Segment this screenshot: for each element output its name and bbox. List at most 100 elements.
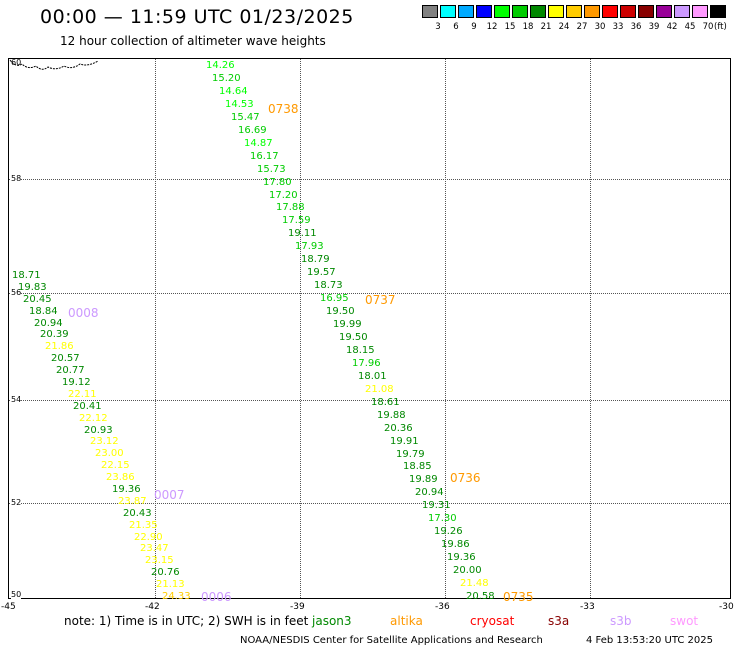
wave-height-value: 16.69 bbox=[238, 125, 267, 136]
wave-height-value: 19.12 bbox=[62, 377, 91, 388]
wave-height-value: 20.77 bbox=[56, 365, 85, 376]
colorbar-swatch bbox=[620, 5, 636, 18]
wave-height-value: 23.15 bbox=[145, 555, 174, 566]
colorbar-label: 45 bbox=[684, 22, 696, 32]
colorbar-swatch bbox=[458, 5, 474, 18]
wave-height-value: 16.17 bbox=[250, 151, 279, 162]
wave-height-value: 18.73 bbox=[314, 280, 343, 291]
wave-height-value: 19.79 bbox=[396, 449, 425, 460]
colorbar-swatch bbox=[422, 5, 438, 18]
wave-height-value: 20.57 bbox=[51, 353, 80, 364]
latitude-label: 50 bbox=[11, 590, 22, 599]
colorbar-label: 15 bbox=[504, 22, 516, 32]
longitude-gridline bbox=[155, 59, 156, 598]
latitude-gridline bbox=[9, 179, 730, 180]
wave-height-value: 15.20 bbox=[212, 73, 241, 84]
colorbar-label: 9 bbox=[471, 22, 477, 32]
satellite-legend-item: s3b bbox=[610, 614, 632, 628]
coastline-icon bbox=[9, 59, 99, 70]
wave-height-value: 19.26 bbox=[434, 526, 463, 537]
wave-height-value: 23.47 bbox=[140, 543, 169, 554]
wave-height-value: 17.59 bbox=[282, 215, 311, 226]
colorbar-swatch bbox=[548, 5, 564, 18]
wave-height-value: 20.41 bbox=[73, 401, 102, 412]
colorbar-label: 21 bbox=[540, 22, 552, 32]
longitude-gridline bbox=[445, 59, 446, 598]
pass-time-label: 0738 bbox=[268, 102, 299, 116]
wave-height-value: 23.86 bbox=[106, 472, 135, 483]
wave-height-value: 19.57 bbox=[307, 267, 336, 278]
wave-height-value: 18.84 bbox=[29, 306, 58, 317]
pass-time-label: 0007 bbox=[154, 488, 185, 502]
wave-height-value: 14.26 bbox=[206, 60, 235, 71]
satellite-legend-item: jason3 bbox=[312, 614, 352, 628]
satellite-legend-item: s3a bbox=[548, 614, 570, 628]
wave-height-value: 17.20 bbox=[269, 190, 298, 201]
colorbar-swatch bbox=[512, 5, 528, 18]
wave-height-value: 23.00 bbox=[95, 448, 124, 459]
wave-height-value: 19.36 bbox=[447, 552, 476, 563]
latitude-label: 52 bbox=[11, 498, 22, 507]
latitude-label: 60 bbox=[11, 58, 22, 67]
wave-height-value: 21.86 bbox=[45, 341, 74, 352]
latitude-label: 58 bbox=[11, 174, 22, 183]
colorbar-swatch bbox=[710, 5, 726, 18]
colorbar-label: 27 bbox=[576, 22, 588, 32]
pass-time-label: 0006 bbox=[201, 590, 232, 604]
wave-height-value: 20.58 bbox=[466, 591, 495, 602]
wave-height-value: 20.94 bbox=[34, 318, 63, 329]
colorbar-label: 18 bbox=[522, 22, 534, 32]
colorbar-swatch bbox=[566, 5, 582, 18]
longitude-label: -33 bbox=[580, 602, 595, 612]
wave-height-value: 19.83 bbox=[18, 282, 47, 293]
colorbar-label: 3 bbox=[435, 22, 441, 32]
colorbar-swatch bbox=[638, 5, 654, 18]
wave-height-value: 20.93 bbox=[84, 425, 113, 436]
satellite-legend-item: cryosat bbox=[470, 614, 515, 628]
wave-height-value: 21.48 bbox=[460, 578, 489, 589]
longitude-label: -42 bbox=[145, 602, 160, 612]
page-subtitle: 12 hour collection of altimeter wave hei… bbox=[60, 34, 326, 48]
colorbar-label: 42 bbox=[666, 22, 678, 32]
wave-height-value: 19.99 bbox=[333, 319, 362, 330]
satellite-legend-item: swot bbox=[670, 614, 699, 628]
colorbar-label: 39 bbox=[648, 22, 660, 32]
wave-height-value: 20.76 bbox=[151, 567, 180, 578]
latitude-gridline bbox=[9, 503, 730, 504]
wave-height-value: 20.45 bbox=[23, 294, 52, 305]
colorbar-label: 33 bbox=[612, 22, 624, 32]
wave-height-value: 18.01 bbox=[358, 371, 387, 382]
wave-height-value: 20.94 bbox=[415, 487, 444, 498]
wave-height-value: 21.08 bbox=[365, 384, 394, 395]
colorbar-swatch bbox=[530, 5, 546, 18]
longitude-gridline bbox=[300, 59, 301, 598]
wave-height-value: 19.88 bbox=[377, 410, 406, 421]
colorbar-swatch bbox=[602, 5, 618, 18]
wave-height-value: 15.73 bbox=[257, 164, 286, 175]
note-text: note: 1) Time is in UTC; 2) SWH is in fe… bbox=[64, 614, 309, 628]
wave-height-value: 22.15 bbox=[101, 460, 130, 471]
colorbar-label: 70 bbox=[702, 22, 714, 32]
colorbar-swatch bbox=[440, 5, 456, 18]
longitude-label: -45 bbox=[1, 602, 16, 612]
colorbar-label: 12 bbox=[486, 22, 498, 32]
latitude-label: 56 bbox=[11, 288, 22, 297]
wave-height-value: 23.12 bbox=[90, 436, 119, 447]
wave-height-value: 18.61 bbox=[371, 397, 400, 408]
wave-height-value: 17.80 bbox=[263, 177, 292, 188]
satellite-legend-item: altika bbox=[390, 614, 423, 628]
longitude-gridline bbox=[590, 59, 591, 598]
colorbar-swatch bbox=[656, 5, 672, 18]
wave-height-value: 22.12 bbox=[79, 413, 108, 424]
wave-height-value: 19.36 bbox=[112, 484, 141, 495]
longitude-label: -39 bbox=[290, 602, 305, 612]
pass-time-label: 0735 bbox=[503, 590, 534, 604]
wave-height-value: 16.95 bbox=[320, 293, 349, 304]
wave-height-value: 23.87 bbox=[118, 496, 147, 507]
wave-height-value: 15.47 bbox=[231, 112, 260, 123]
wave-height-value: 20.43 bbox=[123, 508, 152, 519]
wave-height-value: 24.33 bbox=[162, 591, 191, 602]
latitude-gridline bbox=[9, 293, 730, 294]
longitude-label: -36 bbox=[435, 602, 450, 612]
wave-height-value: 22.90 bbox=[134, 532, 163, 543]
